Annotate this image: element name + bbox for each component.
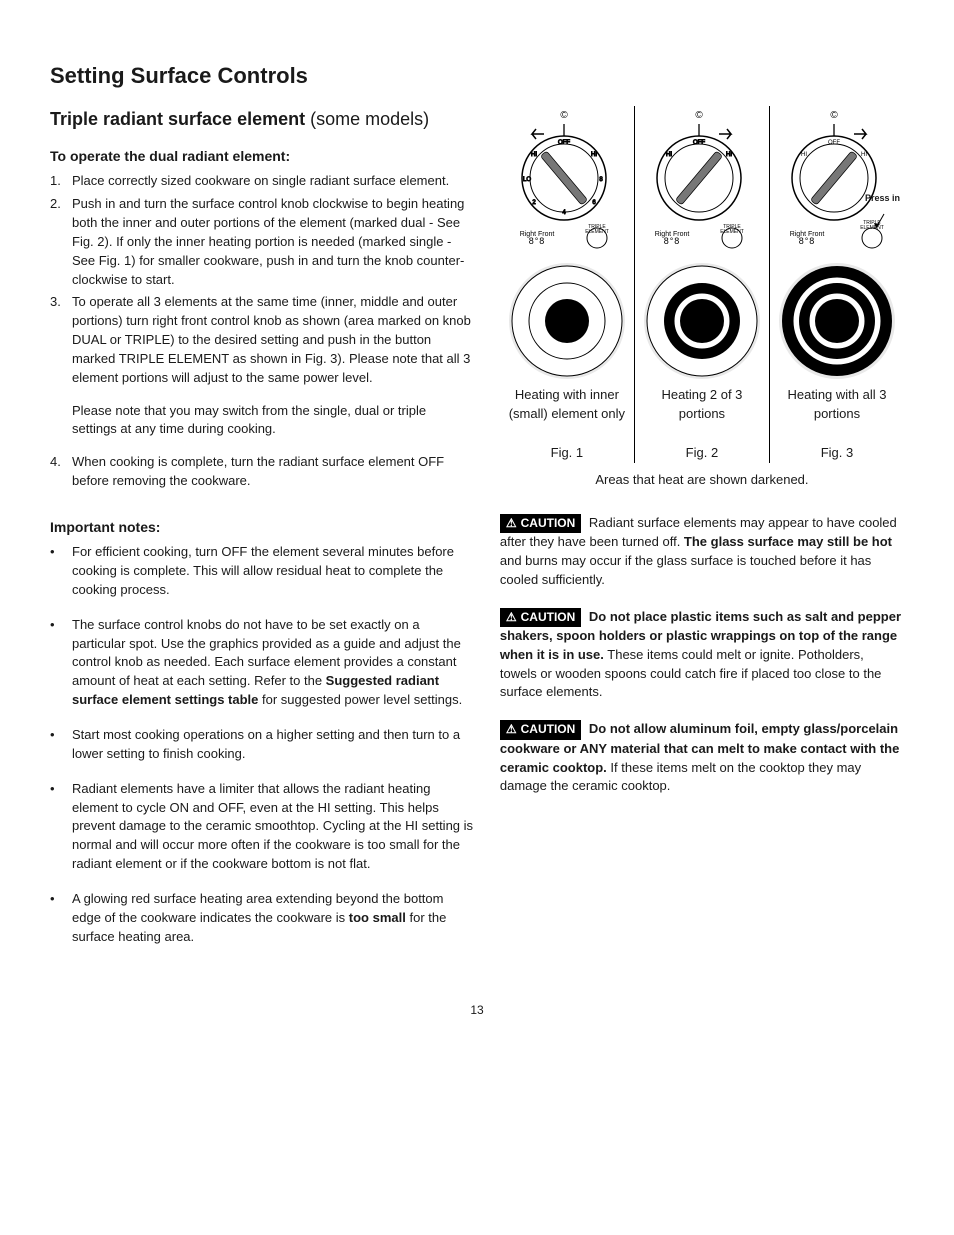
step-number: 2. <box>50 195 72 289</box>
svg-text:HI: HI <box>591 152 597 158</box>
step-number: 4. <box>50 453 72 491</box>
caution-badge: CAUTION <box>500 720 581 739</box>
bullet-text: Start most cooking operations on a highe… <box>72 726 474 764</box>
bullet-text: For efficient cooking, turn OFF the elem… <box>72 543 474 600</box>
step-text: To operate all 3 elements at the same ti… <box>72 293 474 387</box>
right-column: © OFF HI <box>500 106 904 963</box>
caution-paragraph-1: CAUTION Radiant surface elements may app… <box>500 514 904 590</box>
svg-text:©: © <box>560 110 568 121</box>
caution-paragraph-2: CAUTION Do not place plastic items such … <box>500 608 904 703</box>
press-in-label: Press in <box>865 192 900 205</box>
list-item: • Start most cooking operations on a hig… <box>50 726 474 764</box>
svg-text:©: © <box>695 110 703 121</box>
text-bold: too small <box>349 910 406 925</box>
text-pre: For efficient cooking, turn OFF the elem… <box>72 544 454 597</box>
bullet-icon: • <box>50 726 72 764</box>
left-column: Triple radiant surface element (some mod… <box>50 106 474 963</box>
knob-diagram-1: © OFF HI <box>502 106 632 256</box>
caution-badge: CAUTION <box>500 514 581 533</box>
section-subtitle: Triple radiant surface element (some mod… <box>50 106 474 132</box>
step-item: 3. To operate all 3 elements at the same… <box>50 293 474 387</box>
operate-heading: To operate the dual radiant element: <box>50 146 474 166</box>
step-text: Push in and turn the surface control kno… <box>72 195 474 289</box>
page-number: 13 <box>50 1002 904 1019</box>
page-title: Setting Surface Controls <box>50 60 904 92</box>
bullet-icon: • <box>50 780 72 874</box>
bullet-icon: • <box>50 616 72 710</box>
svg-text:ELEMENT: ELEMENT <box>585 229 609 235</box>
figure-column-2: © OFF HI HI Right Front <box>634 106 769 463</box>
steps-note: Please note that you may switch from the… <box>50 402 474 440</box>
burner-diagram-1 <box>502 256 632 386</box>
bullet-icon: • <box>50 543 72 600</box>
operate-steps-list: 1. Place correctly sized cookware on sin… <box>50 172 474 387</box>
burner-diagram-2 <box>637 256 767 386</box>
important-notes-heading: Important notes: <box>50 517 474 537</box>
step-item: 4. When cooking is complete, turn the ra… <box>50 453 474 491</box>
step-item: 1. Place correctly sized cookware on sin… <box>50 172 474 191</box>
svg-text:©: © <box>830 110 838 121</box>
step-text: When cooking is complete, turn the radia… <box>72 453 474 491</box>
areas-heat-note: Areas that heat are shown darkened. <box>500 471 904 490</box>
svg-text:HI: HI <box>666 152 672 158</box>
figure-panel: © OFF HI <box>500 106 904 463</box>
bullet-icon: • <box>50 890 72 947</box>
subtitle-main: Triple radiant surface element <box>50 109 305 129</box>
figure-label-1: Fig. 1 <box>551 444 584 463</box>
important-notes-list: • For efficient cooking, turn OFF the el… <box>50 543 474 946</box>
figure-caption-2: Heating 2 of 3 portions <box>637 386 767 442</box>
two-column-layout: Triple radiant surface element (some mod… <box>50 106 904 963</box>
svg-text:OFF: OFF <box>558 140 570 146</box>
caution-badge: CAUTION <box>500 608 581 627</box>
figure-column-1: © OFF HI <box>500 106 634 463</box>
figure-column-3: © OFF HI HI Right Front <box>769 106 904 463</box>
bullet-text: Radiant elements have a limiter that all… <box>72 780 474 874</box>
burner-diagram-3 <box>772 256 902 386</box>
list-item: • The surface control knobs do not have … <box>50 616 474 710</box>
step-text: Place correctly sized cookware on single… <box>72 172 474 191</box>
step-item: 2. Push in and turn the surface control … <box>50 195 474 289</box>
svg-text:ELEMENT: ELEMENT <box>860 225 884 231</box>
operate-steps-list-cont: 4. When cooking is complete, turn the ra… <box>50 453 474 491</box>
caution-text-post: and burns may occur if the glass surface… <box>500 553 871 587</box>
figure-label-2: Fig. 2 <box>686 444 719 463</box>
svg-text:HI: HI <box>531 152 537 158</box>
svg-text:HI: HI <box>801 152 807 158</box>
knob-diagram-3: © OFF HI HI Right Front <box>772 106 902 256</box>
text-post: for suggested power level settings. <box>258 692 462 707</box>
svg-text:HI: HI <box>726 152 732 158</box>
list-item: • For efficient cooking, turn OFF the el… <box>50 543 474 600</box>
svg-text:OFF: OFF <box>828 140 840 146</box>
svg-text:ELEMENT: ELEMENT <box>720 229 744 235</box>
bullet-text: The surface control knobs do not have to… <box>72 616 474 710</box>
svg-text:8°8: 8°8 <box>529 236 546 246</box>
bullet-text: A glowing red surface heating area exten… <box>72 890 474 947</box>
svg-text:8°8: 8°8 <box>799 236 816 246</box>
text-pre: Start most cooking operations on a highe… <box>72 727 460 761</box>
step-number: 3. <box>50 293 72 387</box>
list-item: • Radiant elements have a limiter that a… <box>50 780 474 874</box>
figure-label-3: Fig. 3 <box>821 444 854 463</box>
svg-text:HI: HI <box>861 152 867 158</box>
subtitle-paren: (some models) <box>310 109 429 129</box>
text-pre: Radiant elements have a limiter that all… <box>72 781 473 871</box>
svg-text:LO: LO <box>523 177 531 183</box>
svg-text:OFF: OFF <box>693 140 705 146</box>
step-number: 1. <box>50 172 72 191</box>
svg-text:8°8: 8°8 <box>664 236 681 246</box>
caution-paragraph-3: CAUTION Do not allow aluminum foil, empt… <box>500 720 904 796</box>
figure-caption-3: Heating with all 3 portions <box>772 386 902 442</box>
figure-caption-1: Heating with inner (small) element only <box>502 386 632 442</box>
knob-diagram-2: © OFF HI HI Right Front <box>637 106 767 256</box>
caution-text-bold: The glass surface may still be hot <box>684 534 892 549</box>
list-item: • A glowing red surface heating area ext… <box>50 890 474 947</box>
